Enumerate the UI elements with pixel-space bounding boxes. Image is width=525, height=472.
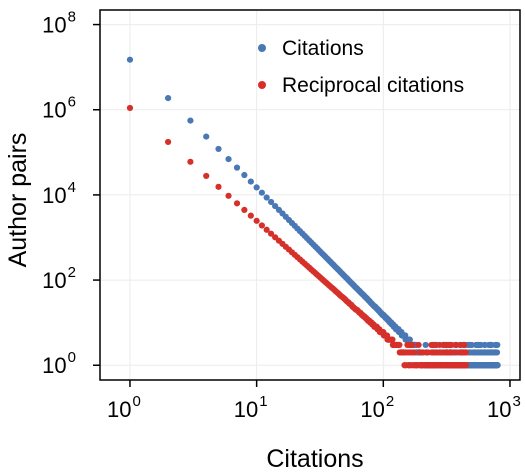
data-point — [436, 341, 443, 349]
data-point — [452, 349, 459, 356]
data-point — [253, 184, 260, 191]
x-tick-label: 102 — [360, 393, 394, 422]
data-point — [409, 341, 416, 349]
legend-marker — [258, 44, 266, 52]
y-tick-label: 102 — [42, 264, 76, 293]
data-point — [267, 198, 275, 206]
data-point — [448, 349, 455, 356]
legend-marker — [258, 81, 266, 89]
legend-label: Citations — [282, 37, 364, 60]
data-point — [241, 171, 248, 179]
data-point — [493, 349, 501, 356]
data-point — [247, 178, 254, 185]
data-point — [462, 362, 470, 369]
data-point — [406, 336, 413, 343]
data-point — [422, 341, 429, 349]
y-tick-label: 106 — [42, 94, 76, 123]
y-axis-title: Author pairs — [4, 133, 32, 268]
data-point — [233, 164, 241, 171]
data-point — [225, 192, 232, 199]
data-point — [267, 230, 275, 237]
x-axis-title: Citations — [266, 445, 363, 472]
data-point — [494, 341, 501, 349]
legend-item: Citations — [258, 37, 364, 60]
data-point — [203, 133, 210, 140]
data-point — [203, 172, 210, 180]
grid — [100, 10, 520, 380]
data-point — [233, 200, 241, 207]
y-tick-label: 108 — [42, 9, 76, 38]
y-tick-label: 100 — [42, 349, 76, 378]
data-point — [389, 336, 396, 343]
data-point — [396, 341, 403, 349]
data-point — [187, 117, 194, 124]
x-tick-label: 100 — [107, 393, 141, 422]
data-point — [126, 104, 134, 112]
legend: Citations Reciprocal citations — [258, 37, 464, 97]
data-point — [452, 341, 459, 349]
legend-item: Reciprocal citations — [258, 74, 464, 97]
data-point — [410, 349, 418, 356]
data-point — [272, 202, 279, 210]
series-1-points — [126, 104, 470, 369]
data-point — [215, 183, 222, 190]
data-point — [164, 138, 172, 146]
data-point — [258, 222, 265, 229]
data-point — [468, 341, 475, 349]
data-point — [461, 341, 468, 349]
data-point — [494, 362, 501, 369]
data-point — [126, 56, 134, 63]
data-point — [247, 212, 254, 219]
data-point — [462, 349, 469, 356]
data-point — [448, 341, 455, 349]
data-point — [263, 226, 270, 233]
data-points — [126, 56, 501, 369]
series-0-points — [126, 56, 501, 369]
data-point — [164, 95, 172, 102]
data-point — [215, 145, 222, 153]
data-point — [225, 155, 232, 163]
x-tick-label: 101 — [234, 393, 268, 422]
y-tick-label: 104 — [42, 179, 76, 208]
data-point — [415, 341, 422, 349]
data-point — [187, 158, 194, 165]
data-point — [241, 206, 248, 213]
x-tick-label: 103 — [487, 393, 521, 422]
legend-label: Reciprocal citations — [282, 74, 464, 97]
data-point — [253, 217, 260, 224]
data-point — [263, 194, 270, 201]
data-point — [258, 189, 265, 196]
axis-ticks: 100 101 102 103 100 102 104 106 108 — [42, 9, 521, 422]
